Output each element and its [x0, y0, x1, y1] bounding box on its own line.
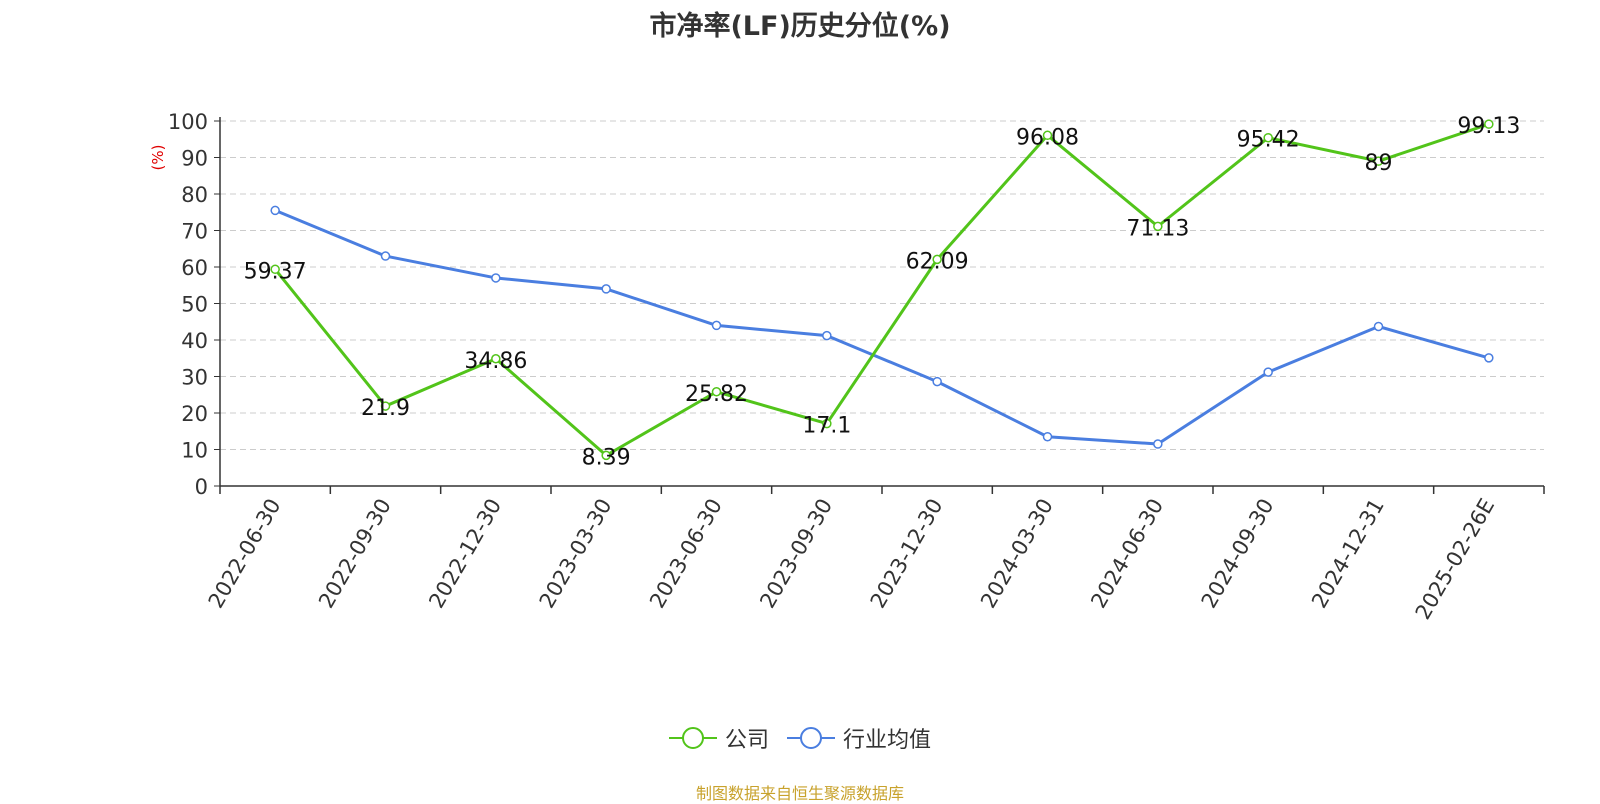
- y-axis-label: (%): [149, 145, 167, 171]
- legend: 公司 行业均值: [0, 722, 1600, 754]
- data-label: 71.13: [1126, 216, 1189, 241]
- y-tick-label: 90: [181, 147, 208, 171]
- x-tick-label: 2022-06-30: [204, 495, 286, 613]
- y-tick-label: 70: [181, 220, 208, 244]
- y-tick-label: 60: [181, 256, 208, 280]
- y-tick-label: 10: [181, 439, 208, 463]
- data-label: 99.13: [1457, 114, 1520, 139]
- data-point: [1263, 132, 1273, 143]
- data-point: [1484, 353, 1494, 363]
- data-point: [822, 418, 832, 429]
- data-point: [601, 284, 611, 294]
- x-tick-label: 2023-09-30: [755, 495, 837, 613]
- data-label: 17.1: [802, 414, 851, 439]
- data-point: [1153, 221, 1163, 232]
- data-label: 62.09: [906, 249, 969, 274]
- data-label: 96.08: [1016, 125, 1079, 150]
- x-tick-label: 2022-12-30: [424, 495, 506, 613]
- data-point: [932, 376, 942, 387]
- legend-item-company[interactable]: 公司: [668, 722, 769, 754]
- x-tick-label: 2025-02-26E: [1411, 495, 1499, 624]
- grid-lines: [220, 120, 1544, 450]
- data-point: [1484, 119, 1494, 129]
- x-tick-label: 2022-09-30: [314, 495, 396, 613]
- data-point: [711, 320, 722, 331]
- data-label: 21.9: [361, 396, 410, 421]
- x-tick-label: 2023-03-30: [535, 495, 617, 613]
- x-tick-label: 2023-12-30: [866, 495, 948, 613]
- legend-label-company: 公司: [724, 728, 769, 753]
- data-point: [1042, 130, 1053, 141]
- data-point: [491, 273, 501, 283]
- legend-item-industry-average[interactable]: 行业均值: [787, 722, 931, 754]
- y-tick-label: 20: [181, 402, 208, 426]
- y-tick-label: 80: [181, 183, 208, 207]
- data-label: 89: [1365, 151, 1393, 176]
- y-tick-label: 40: [181, 329, 208, 353]
- data-point: [380, 401, 391, 411]
- chart-title: 市净率(LF)历史分位(%): [649, 11, 951, 42]
- data-point: [1373, 156, 1384, 166]
- data-point: [380, 251, 391, 261]
- y-tick-label: 50: [181, 293, 208, 317]
- data-label: 25.82: [685, 382, 748, 407]
- data-point: [601, 450, 611, 461]
- legend-label-industry-average: 行业均值: [843, 728, 932, 753]
- data-source-note: 制图数据来自恒生聚源数据库: [695, 784, 904, 803]
- axes: 0 10 20 30 40 50 60 70 80 90 100(%) 2022-06-30 2022-…: [149, 110, 1545, 624]
- data-point: [1153, 439, 1163, 449]
- y-tick-label: 0: [195, 475, 208, 499]
- series-lines: [270, 119, 1494, 461]
- x-tick-label: 2024-03-30: [976, 495, 1058, 613]
- x-tick-label: 2024-09-30: [1197, 495, 1279, 613]
- data-point: [491, 354, 501, 364]
- data-label: 34.86: [464, 349, 527, 374]
- series-line-0: [273, 122, 1490, 457]
- data-label: 8.39: [582, 445, 631, 470]
- data-label: 95.42: [1237, 128, 1300, 153]
- data-labels: 59.37 21.9 34.86 8.39 25.82 17.1 62.09 96.08 71.…: [244, 114, 1521, 470]
- legend-marker-industry-average: [787, 727, 835, 749]
- y-tick-label: 30: [181, 366, 208, 390]
- data-point: [270, 264, 280, 275]
- data-point: [1263, 367, 1273, 377]
- x-tick-label: 2023-06-30: [645, 495, 727, 613]
- data-point: [932, 254, 942, 265]
- data-point: [270, 205, 280, 216]
- x-tick-label: 2024-06-30: [1086, 495, 1168, 613]
- x-tick-label: 2024-12-31: [1307, 495, 1389, 613]
- data-point: [822, 330, 832, 341]
- data-point: [1042, 431, 1053, 442]
- data-point: [711, 387, 722, 397]
- y-tick-label: 100: [168, 110, 208, 134]
- legend-marker-company: [668, 727, 717, 749]
- data-point: [1373, 321, 1384, 332]
- series-line-1: [274, 209, 1490, 446]
- data-label: 59.37: [244, 259, 307, 284]
